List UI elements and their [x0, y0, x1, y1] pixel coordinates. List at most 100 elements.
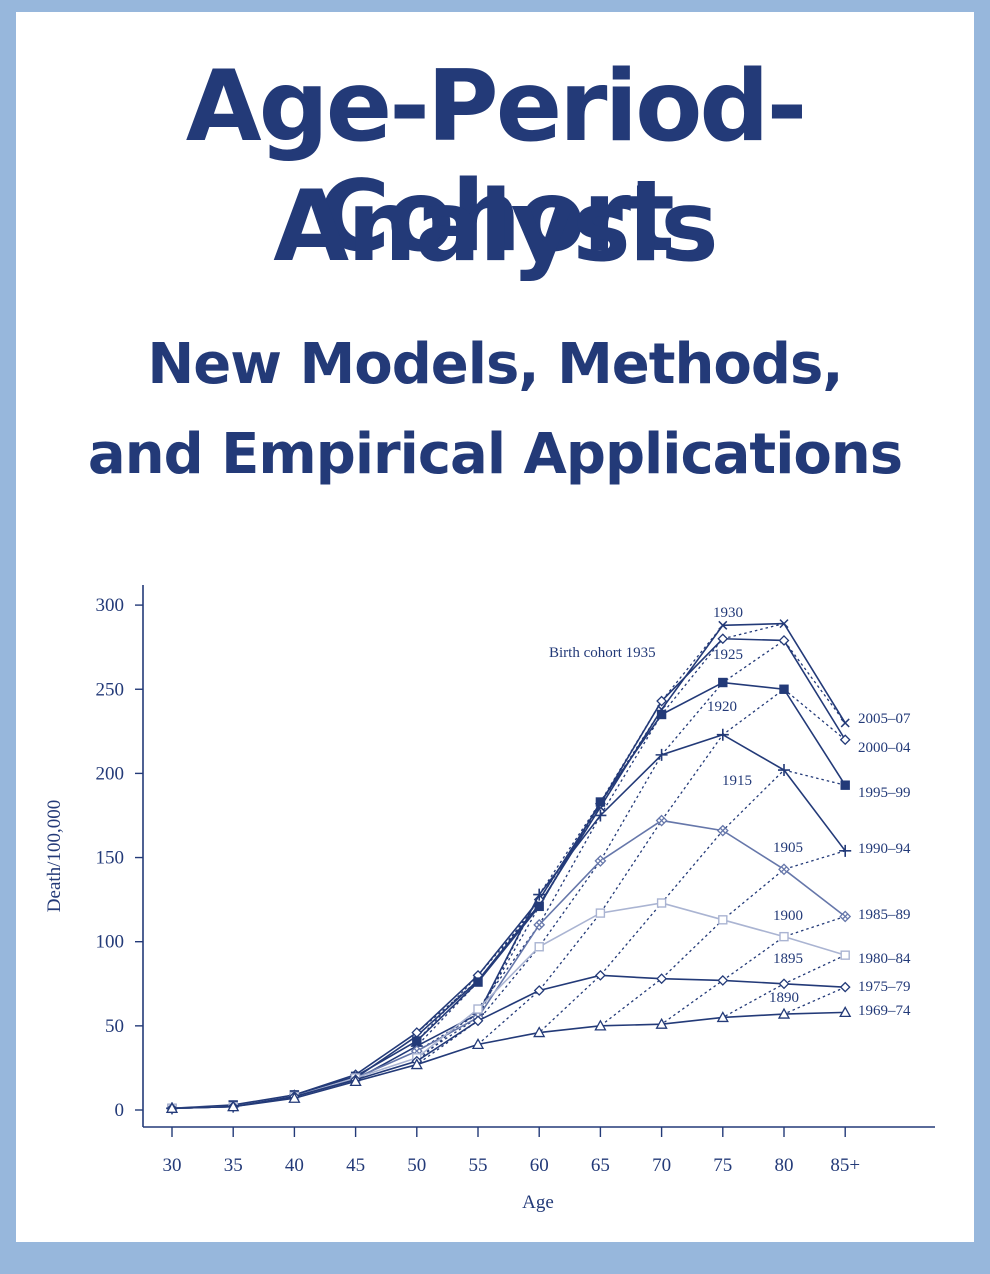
x-tick-label: 35	[224, 1155, 243, 1176]
data-point	[778, 764, 790, 777]
data-point	[779, 684, 789, 694]
x-tick-label: 75	[713, 1155, 732, 1176]
data-point	[840, 718, 850, 728]
data-point	[349, 1075, 362, 1087]
data-point	[288, 1091, 301, 1103]
series-label: 1995–99	[858, 785, 911, 801]
data-point	[839, 844, 852, 857]
data-point	[472, 1015, 484, 1027]
cohort-label: 1920	[707, 699, 737, 715]
data-point	[533, 918, 546, 931]
cover-title-line1: Age-Period-Cohort	[185, 50, 808, 274]
data-point	[839, 734, 851, 746]
data-point	[778, 863, 790, 876]
data-point	[594, 809, 607, 822]
y-tick-label: 100	[96, 932, 125, 953]
data-point	[227, 1100, 240, 1112]
data-point	[655, 748, 668, 761]
data-point	[165, 1101, 179, 1113]
data-point	[656, 973, 668, 985]
cohort-line	[783, 986, 846, 1015]
data-point	[839, 981, 851, 993]
cohort-label: 1890	[769, 990, 799, 1006]
data-point	[473, 1004, 483, 1014]
y-ticks: 0 50 100 150 200 250 300	[96, 595, 143, 1121]
data-point	[777, 1007, 791, 1019]
data-point	[718, 915, 728, 925]
series-line	[171, 733, 846, 1110]
data-point	[716, 824, 729, 837]
x-tick-label: 45	[346, 1155, 365, 1176]
y-axis-title: Death/100,000	[44, 800, 65, 912]
data-point	[534, 942, 544, 952]
cohort-line	[416, 639, 846, 1066]
series-2000–04	[166, 633, 851, 1114]
cohort-line	[661, 915, 846, 1025]
cohort-label: 1915	[722, 773, 752, 789]
series-label: 1975–79	[858, 979, 911, 995]
data-point	[595, 908, 606, 918]
cohort-label: 1925	[713, 647, 743, 663]
data-point	[718, 620, 728, 630]
cohort-label: 1930	[713, 605, 743, 621]
series-label: 2000–04	[858, 740, 911, 756]
data-point	[839, 1006, 852, 1018]
cohort-line	[416, 622, 785, 1062]
data-point	[656, 898, 667, 908]
y-tick-label: 150	[96, 848, 125, 869]
data-point	[716, 728, 729, 741]
data-point	[716, 1011, 729, 1023]
data-point	[533, 888, 546, 901]
cohort-label: 1905	[773, 840, 803, 856]
x-tick-label: 70	[652, 1155, 671, 1176]
data-point	[473, 977, 483, 987]
x-tick-label: 60	[530, 1155, 549, 1176]
data-point	[655, 814, 668, 827]
data-point	[778, 635, 790, 646]
x-tick-label: 50	[407, 1155, 426, 1176]
chart-series	[165, 619, 852, 1115]
series-label: 2005–07	[858, 711, 911, 727]
series-labels: 2005–07 2000–04 1995–99 1990–94 1985–89 1980–…	[858, 711, 911, 1019]
cover-title-line2: Analysis	[273, 170, 718, 284]
data-point	[717, 633, 729, 645]
series-1985–89	[166, 814, 852, 1115]
cohort-label: 1895	[773, 951, 803, 967]
series-line	[171, 974, 846, 1110]
data-point	[471, 1038, 485, 1050]
data-point	[718, 677, 728, 688]
y-tick-label: 300	[96, 595, 125, 616]
x-axis-title: Age	[522, 1192, 554, 1213]
y-tick-label: 250	[96, 679, 125, 700]
chart-axes	[142, 585, 935, 1128]
data-point	[779, 931, 789, 942]
series-line	[171, 622, 846, 1110]
cohort-labels: Birth cohort 1935 1930 1925 1920 1915 1905 190…	[549, 605, 803, 1006]
series-label: 1990–94	[858, 841, 911, 857]
series-label: 1985–89	[858, 907, 911, 923]
x-tick-label: 40	[285, 1155, 304, 1176]
data-point	[533, 1026, 546, 1038]
series-1975–79	[166, 969, 851, 1114]
book-cover: Age-Period-Cohort Analysis New Models, M…	[16, 12, 974, 1242]
data-point	[840, 950, 850, 960]
cohort-line	[538, 769, 846, 1034]
data-point	[595, 797, 606, 807]
cover-subtitle-line1: New Models, Methods,	[147, 332, 843, 397]
data-point	[779, 619, 789, 629]
x-tick-label: 55	[469, 1155, 488, 1176]
series-label: 1969–74	[858, 1003, 911, 1019]
x-tick-label: 80	[775, 1155, 794, 1176]
data-point	[778, 978, 790, 990]
x-tick-label: 30	[163, 1155, 182, 1176]
series-line	[171, 1011, 846, 1110]
x-ticks: 30 35 40 45 50 55 60 65 70 75 80 85+	[163, 1127, 860, 1176]
data-point	[839, 910, 852, 923]
data-point	[717, 974, 729, 986]
series-label: 1980–84	[858, 951, 911, 967]
cohort-label: Birth cohort 1935	[549, 645, 656, 661]
y-tick-label: 200	[96, 763, 125, 784]
data-point	[594, 1019, 607, 1031]
data-point	[594, 969, 606, 981]
